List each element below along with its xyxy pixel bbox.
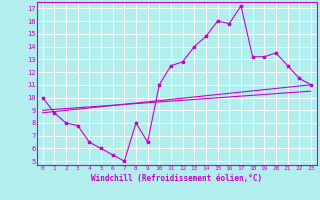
X-axis label: Windchill (Refroidissement éolien,°C): Windchill (Refroidissement éolien,°C) bbox=[91, 174, 262, 183]
